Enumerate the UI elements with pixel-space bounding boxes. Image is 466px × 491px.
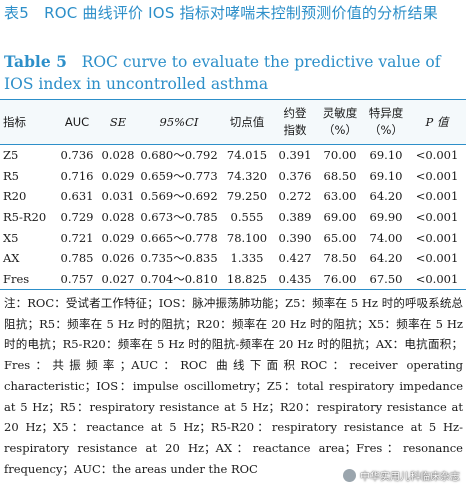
cell-specificity: 69.10 bbox=[369, 148, 403, 163]
header-indicator: 指标 bbox=[0, 99, 56, 145]
cell-cutoff: 74.320 bbox=[226, 168, 268, 183]
table-row: R5 0.716 0.029 0.659～0.773 74.320 0.376 68.50 6… bbox=[0, 166, 466, 187]
footnote-chinese: 注：ROC：受试者工作特征；IOS：脉冲振荡肺功能；Z5：频率在 5 Hz 时的… bbox=[4, 296, 463, 373]
header-specificity: 特异度 （%） bbox=[364, 99, 408, 145]
cell-indicator: R5 bbox=[3, 168, 19, 183]
cell-se: 0.029 bbox=[101, 168, 135, 183]
cell-sensitivity: 70.00 bbox=[323, 148, 357, 163]
header-cutoff: 切点值 bbox=[220, 99, 274, 145]
cell-auc: 0.716 bbox=[60, 168, 94, 183]
cell-p-value: <0.001 bbox=[415, 168, 459, 183]
table-row: R20 0.631 0.031 0.569～0.692 79.250 0.272 63.00… bbox=[0, 186, 466, 207]
header-youden: 约登 指数 bbox=[274, 99, 316, 145]
table-row: R5-R20 0.729 0.028 0.673～0.785 0.555 0.389 69.… bbox=[0, 207, 466, 228]
cell-sensitivity: 78.50 bbox=[323, 251, 357, 266]
cell-indicator: AX bbox=[3, 251, 20, 266]
header-sensitivity: 灵敏度 （%） bbox=[316, 99, 364, 145]
footnote-english: ROC：receiver operating characteristic；IO… bbox=[4, 358, 463, 476]
cell-se: 0.031 bbox=[101, 189, 135, 204]
cell-cutoff: 74.015 bbox=[226, 148, 268, 163]
cell-specificity: 69.10 bbox=[369, 168, 403, 183]
cell-ci: 0.673～0.785 bbox=[140, 210, 218, 225]
cell-auc: 0.736 bbox=[60, 148, 94, 163]
table-title-english-text: ROC curve to evaluate the predictive val… bbox=[4, 53, 441, 93]
cell-se: 0.027 bbox=[98, 268, 138, 291]
cell-p-value: <0.001 bbox=[408, 268, 466, 291]
cell-cutoff: 79.250 bbox=[226, 189, 268, 204]
cell-youden: 0.435 bbox=[274, 268, 316, 291]
cell-auc: 0.785 bbox=[60, 251, 94, 266]
cell-sensitivity: 68.50 bbox=[323, 168, 357, 183]
cell-p-value: <0.001 bbox=[415, 251, 459, 266]
cell-ci: 0.680～0.792 bbox=[140, 148, 218, 163]
cell-se: 0.029 bbox=[101, 230, 135, 245]
cell-indicator: R20 bbox=[3, 189, 27, 204]
table-row: X5 0.721 0.029 0.665～0.778 78.100 0.390 65.00 7… bbox=[0, 227, 466, 248]
cell-indicator: R5-R20 bbox=[3, 210, 47, 225]
cell-youden: 0.391 bbox=[278, 148, 312, 163]
header-95ci: 95%CI bbox=[138, 99, 220, 145]
cell-ci: 0.704～0.810 bbox=[138, 268, 220, 291]
cell-cutoff: 0.555 bbox=[230, 210, 264, 225]
cell-youden: 0.376 bbox=[278, 168, 312, 183]
table-number-label: Table 5 bbox=[4, 52, 67, 71]
cell-specificity: 69.90 bbox=[369, 210, 403, 225]
cell-p-value: <0.001 bbox=[415, 210, 459, 225]
table-row: Z5 0.736 0.028 0.680～0.792 74.015 0.391 70.00 6… bbox=[0, 145, 466, 166]
cell-specificity: 64.20 bbox=[369, 189, 403, 204]
roc-table: 指标 AUC SE 95%CI 切点值 约登 指数 灵敏度 （%） 特异度 （%… bbox=[0, 99, 466, 291]
table-title-chinese: 表5 ROC 曲线评价 IOS 指标对哮喘未控制预测价值的分析结果 bbox=[4, 4, 438, 22]
cell-sensitivity: 65.00 bbox=[323, 230, 357, 245]
header-p-value: P 值 bbox=[408, 99, 466, 145]
cell-cutoff: 1.335 bbox=[230, 251, 264, 266]
journal-watermark: 中华实用儿科临床杂志 bbox=[343, 468, 460, 483]
cell-se: 0.026 bbox=[101, 251, 135, 266]
cell-indicator: X5 bbox=[3, 230, 19, 245]
cell-specificity: 74.00 bbox=[369, 230, 403, 245]
header-auc: AUC bbox=[56, 99, 98, 145]
table-title-english: Table 5 ROC curve to evaluate the predic… bbox=[4, 51, 462, 95]
cell-specificity: 64.20 bbox=[369, 251, 403, 266]
cell-specificity: 67.50 bbox=[364, 268, 408, 291]
cell-sensitivity: 63.00 bbox=[323, 189, 357, 204]
cell-auc: 0.631 bbox=[60, 189, 94, 204]
cell-auc: 0.729 bbox=[60, 210, 94, 225]
cell-ci: 0.569～0.692 bbox=[140, 189, 218, 204]
wechat-icon bbox=[343, 469, 356, 482]
cell-cutoff: 78.100 bbox=[226, 230, 268, 245]
cell-p-value: <0.001 bbox=[415, 148, 459, 163]
header-se: SE bbox=[98, 99, 138, 145]
cell-youden: 0.272 bbox=[278, 189, 312, 204]
cell-se: 0.028 bbox=[101, 148, 135, 163]
cell-p-value: <0.001 bbox=[415, 230, 459, 245]
cell-sensitivity: 69.00 bbox=[323, 210, 357, 225]
table-row: Fres 0.757 0.027 0.704～0.810 18.825 0.435 76.0… bbox=[0, 268, 466, 291]
table-footnote: 注：ROC：受试者工作特征；IOS：脉冲振荡肺功能；Z5：频率在 5 Hz 时的… bbox=[4, 293, 463, 479]
cell-se: 0.028 bbox=[101, 210, 135, 225]
cell-indicator: Z5 bbox=[3, 148, 19, 163]
cell-ci: 0.735～0.835 bbox=[140, 251, 218, 266]
cell-auc: 0.757 bbox=[56, 268, 98, 291]
watermark-text: 中华实用儿科临床杂志 bbox=[360, 472, 460, 483]
cell-youden: 0.427 bbox=[278, 251, 312, 266]
cell-youden: 0.390 bbox=[278, 230, 312, 245]
cell-indicator: Fres bbox=[0, 268, 56, 291]
cell-cutoff: 18.825 bbox=[220, 268, 274, 291]
cell-sensitivity: 76.00 bbox=[316, 268, 364, 291]
cell-p-value: <0.001 bbox=[415, 189, 459, 204]
table-row: AX 0.785 0.026 0.735～0.835 1.335 0.427 78.50 64… bbox=[0, 248, 466, 269]
cell-auc: 0.721 bbox=[60, 230, 94, 245]
table-header-row: 指标 AUC SE 95%CI 切点值 约登 指数 灵敏度 （%） 特异度 （%… bbox=[0, 99, 466, 145]
cell-youden: 0.389 bbox=[278, 210, 312, 225]
cell-ci: 0.665～0.778 bbox=[140, 230, 218, 245]
cell-ci: 0.659～0.773 bbox=[140, 168, 218, 183]
